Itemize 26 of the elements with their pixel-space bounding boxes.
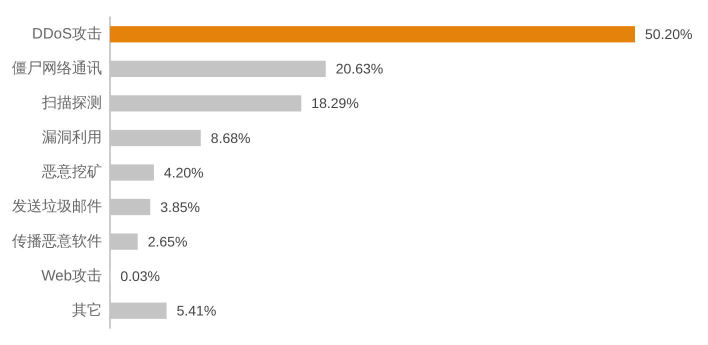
data-label: 5.41%: [176, 302, 216, 319]
data-label: 20.63%: [336, 60, 384, 77]
y-tick-label: 扫描探测: [41, 94, 102, 112]
bar: [110, 302, 167, 319]
data-label: 2.65%: [148, 233, 188, 250]
y-tick-label: 发送垃圾邮件: [12, 198, 102, 216]
bar: [110, 60, 326, 77]
y-tick-label: 其它: [72, 302, 102, 319]
bar: [110, 233, 138, 250]
data-label: 8.68%: [210, 130, 250, 146]
data-label: 4.20%: [164, 164, 204, 180]
bar: [110, 130, 201, 146]
y-tick-label: 漏洞利用: [42, 129, 102, 146]
y-tick-label: DDoS攻击: [32, 25, 102, 42]
bar: [110, 26, 635, 42]
data-label: 3.85%: [160, 198, 200, 215]
data-label: 50.20%: [645, 26, 692, 42]
data-label: 18.29%: [311, 95, 359, 112]
y-tick-label: 僵尸网络通讯: [12, 60, 102, 77]
bar: [110, 198, 150, 216]
bar: [110, 95, 302, 112]
y-tick-label: Web攻击: [41, 267, 102, 284]
y-tick-label: 传播恶意软件: [12, 232, 102, 250]
data-label: 0.03%: [120, 268, 160, 284]
bar: [110, 164, 154, 181]
y-tick-label: 恶意挖矿: [41, 164, 102, 181]
